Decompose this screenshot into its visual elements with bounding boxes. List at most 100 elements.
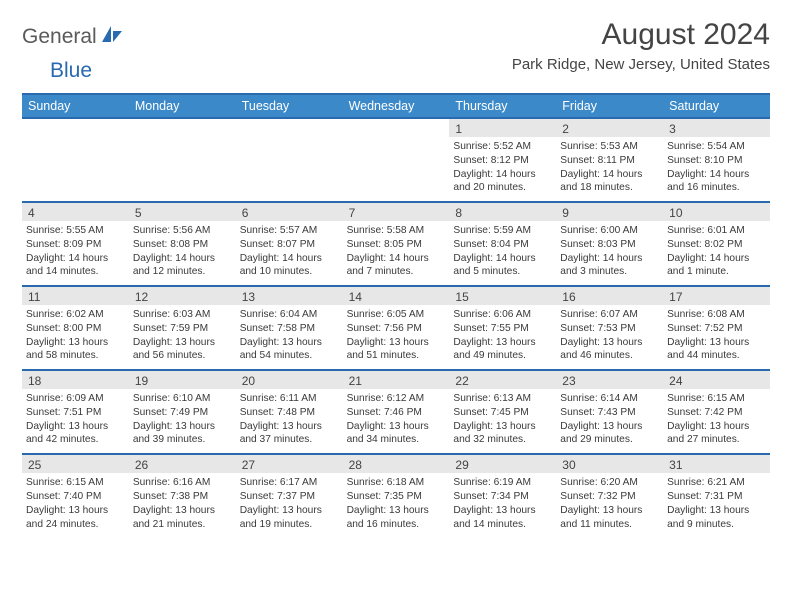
- week-row: 1Sunrise: 5:52 AMSunset: 8:12 PMDaylight…: [22, 117, 770, 201]
- cell-dl1: Daylight: 14 hours: [667, 252, 766, 266]
- logo-sail-icon: [100, 24, 124, 49]
- cell-sunset: Sunset: 7:48 PM: [240, 406, 339, 420]
- cell-dl2: and 49 minutes.: [453, 349, 552, 363]
- cell-dl1: Daylight: 13 hours: [667, 336, 766, 350]
- cell-dl1: Daylight: 13 hours: [560, 420, 659, 434]
- cell-sunrise: Sunrise: 6:05 AM: [347, 308, 446, 322]
- calendar-cell: 17Sunrise: 6:08 AMSunset: 7:52 PMDayligh…: [663, 287, 770, 369]
- calendar-cell: [236, 119, 343, 201]
- cell-dl1: Daylight: 13 hours: [26, 504, 125, 518]
- calendar-cell: 31Sunrise: 6:21 AMSunset: 7:31 PMDayligh…: [663, 455, 770, 537]
- cell-dl2: and 44 minutes.: [667, 349, 766, 363]
- cell-dl2: and 11 minutes.: [560, 518, 659, 532]
- cell-sunrise: Sunrise: 6:14 AM: [560, 392, 659, 406]
- weeks-container: 1Sunrise: 5:52 AMSunset: 8:12 PMDaylight…: [22, 117, 770, 537]
- calendar-cell: 4Sunrise: 5:55 AMSunset: 8:09 PMDaylight…: [22, 203, 129, 285]
- cell-dl2: and 46 minutes.: [560, 349, 659, 363]
- cell-sunset: Sunset: 7:58 PM: [240, 322, 339, 336]
- cell-sunset: Sunset: 8:02 PM: [667, 238, 766, 252]
- day-number: 22: [449, 371, 556, 389]
- cell-sunset: Sunset: 7:32 PM: [560, 490, 659, 504]
- cell-dl1: Daylight: 13 hours: [667, 504, 766, 518]
- cell-sunset: Sunset: 8:10 PM: [667, 154, 766, 168]
- cell-dl2: and 16 minutes.: [347, 518, 446, 532]
- cell-sunrise: Sunrise: 5:55 AM: [26, 224, 125, 238]
- cell-dl2: and 19 minutes.: [240, 518, 339, 532]
- cell-sunrise: Sunrise: 6:07 AM: [560, 308, 659, 322]
- cell-dl1: Daylight: 14 hours: [453, 168, 552, 182]
- calendar: Sunday Monday Tuesday Wednesday Thursday…: [22, 93, 770, 537]
- cell-sunrise: Sunrise: 6:20 AM: [560, 476, 659, 490]
- calendar-cell: 1Sunrise: 5:52 AMSunset: 8:12 PMDaylight…: [449, 119, 556, 201]
- day-number: 2: [556, 119, 663, 137]
- cell-dl1: Daylight: 14 hours: [347, 252, 446, 266]
- day-header-sat: Saturday: [663, 95, 770, 117]
- cell-dl2: and 12 minutes.: [133, 265, 232, 279]
- month-title: August 2024: [512, 18, 770, 52]
- cell-dl2: and 20 minutes.: [453, 181, 552, 195]
- calendar-cell: 27Sunrise: 6:17 AMSunset: 7:37 PMDayligh…: [236, 455, 343, 537]
- calendar-cell: 7Sunrise: 5:58 AMSunset: 8:05 PMDaylight…: [343, 203, 450, 285]
- cell-dl1: Daylight: 14 hours: [560, 252, 659, 266]
- cell-dl2: and 5 minutes.: [453, 265, 552, 279]
- cell-dl2: and 29 minutes.: [560, 433, 659, 447]
- cell-dl2: and 27 minutes.: [667, 433, 766, 447]
- day-number: 16: [556, 287, 663, 305]
- day-header-wed: Wednesday: [343, 95, 450, 117]
- day-number: 27: [236, 455, 343, 473]
- cell-dl2: and 10 minutes.: [240, 265, 339, 279]
- cell-sunrise: Sunrise: 5:54 AM: [667, 140, 766, 154]
- cell-dl2: and 1 minute.: [667, 265, 766, 279]
- day-number: 31: [663, 455, 770, 473]
- day-number: 4: [22, 203, 129, 221]
- calendar-cell: 15Sunrise: 6:06 AMSunset: 7:55 PMDayligh…: [449, 287, 556, 369]
- cell-sunset: Sunset: 7:43 PM: [560, 406, 659, 420]
- cell-sunrise: Sunrise: 6:11 AM: [240, 392, 339, 406]
- cell-sunrise: Sunrise: 5:52 AM: [453, 140, 552, 154]
- calendar-cell: [129, 119, 236, 201]
- cell-sunrise: Sunrise: 6:18 AM: [347, 476, 446, 490]
- week-row: 18Sunrise: 6:09 AMSunset: 7:51 PMDayligh…: [22, 369, 770, 453]
- cell-dl1: Daylight: 14 hours: [26, 252, 125, 266]
- calendar-cell: 11Sunrise: 6:02 AMSunset: 8:00 PMDayligh…: [22, 287, 129, 369]
- cell-sunset: Sunset: 8:07 PM: [240, 238, 339, 252]
- cell-dl2: and 24 minutes.: [26, 518, 125, 532]
- cell-dl2: and 34 minutes.: [347, 433, 446, 447]
- cell-sunset: Sunset: 7:53 PM: [560, 322, 659, 336]
- day-number: 29: [449, 455, 556, 473]
- cell-sunrise: Sunrise: 6:02 AM: [26, 308, 125, 322]
- cell-dl1: Daylight: 13 hours: [453, 336, 552, 350]
- cell-dl1: Daylight: 13 hours: [347, 504, 446, 518]
- day-number: 10: [663, 203, 770, 221]
- calendar-cell: 29Sunrise: 6:19 AMSunset: 7:34 PMDayligh…: [449, 455, 556, 537]
- calendar-cell: 6Sunrise: 5:57 AMSunset: 8:07 PMDaylight…: [236, 203, 343, 285]
- day-header-tue: Tuesday: [236, 95, 343, 117]
- cell-dl2: and 14 minutes.: [26, 265, 125, 279]
- cell-sunset: Sunset: 7:40 PM: [26, 490, 125, 504]
- calendar-cell: 26Sunrise: 6:16 AMSunset: 7:38 PMDayligh…: [129, 455, 236, 537]
- day-number: 25: [22, 455, 129, 473]
- day-header-thu: Thursday: [449, 95, 556, 117]
- day-number: 19: [129, 371, 236, 389]
- calendar-cell: 30Sunrise: 6:20 AMSunset: 7:32 PMDayligh…: [556, 455, 663, 537]
- calendar-cell: 3Sunrise: 5:54 AMSunset: 8:10 PMDaylight…: [663, 119, 770, 201]
- calendar-cell: 9Sunrise: 6:00 AMSunset: 8:03 PMDaylight…: [556, 203, 663, 285]
- day-number: 17: [663, 287, 770, 305]
- cell-sunrise: Sunrise: 6:00 AM: [560, 224, 659, 238]
- cell-dl2: and 39 minutes.: [133, 433, 232, 447]
- cell-sunset: Sunset: 8:12 PM: [453, 154, 552, 168]
- cell-dl1: Daylight: 13 hours: [560, 336, 659, 350]
- calendar-cell: 12Sunrise: 6:03 AMSunset: 7:59 PMDayligh…: [129, 287, 236, 369]
- cell-dl1: Daylight: 13 hours: [667, 420, 766, 434]
- cell-sunset: Sunset: 8:11 PM: [560, 154, 659, 168]
- cell-dl1: Daylight: 13 hours: [133, 420, 232, 434]
- cell-dl2: and 18 minutes.: [560, 181, 659, 195]
- day-number: 8: [449, 203, 556, 221]
- cell-sunset: Sunset: 7:46 PM: [347, 406, 446, 420]
- calendar-cell: [22, 119, 129, 201]
- cell-sunrise: Sunrise: 6:19 AM: [453, 476, 552, 490]
- cell-dl1: Daylight: 13 hours: [560, 504, 659, 518]
- cell-sunrise: Sunrise: 5:53 AM: [560, 140, 659, 154]
- cell-sunset: Sunset: 8:03 PM: [560, 238, 659, 252]
- cell-dl1: Daylight: 13 hours: [240, 420, 339, 434]
